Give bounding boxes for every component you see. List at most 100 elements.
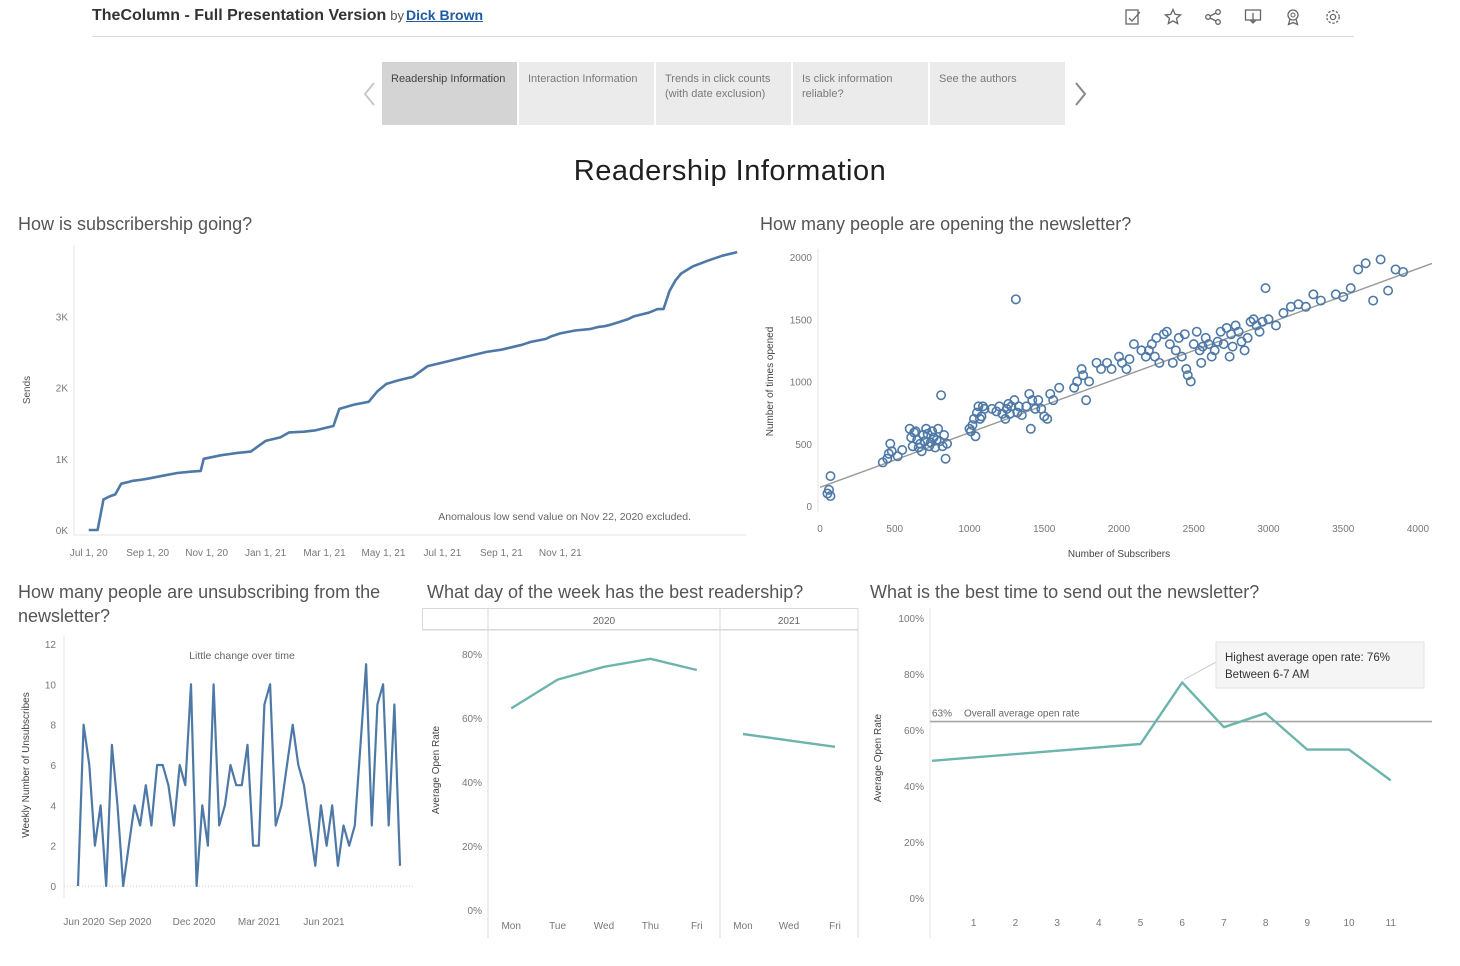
x-tick-label: 2500: [1183, 524, 1206, 535]
scatter-point: [1161, 326, 1172, 337]
settings-icon[interactable]: [1322, 6, 1344, 28]
y-tick-label: 40%: [904, 782, 924, 793]
unsubscribes-series-line: [76, 663, 402, 888]
x-tick-label: Wed: [779, 921, 799, 932]
scatter-point: [1212, 336, 1223, 347]
time-section-title: What is the best time to send out the ne…: [870, 582, 1260, 602]
x-tick-label: Dec 2020: [173, 917, 216, 928]
scatter-point: [916, 446, 927, 457]
scatter-point: [970, 431, 981, 442]
scatter-point: [1154, 357, 1165, 368]
story-point-click-reliable[interactable]: Is click information reliable?: [793, 62, 928, 125]
scatter-point: [1239, 345, 1250, 356]
x-tick-label: 2: [1013, 918, 1019, 929]
y-tick-label: 4: [50, 801, 56, 812]
badge-icon[interactable]: [1282, 6, 1304, 28]
y-tick-label: 500: [795, 440, 812, 451]
scatter-point: [1106, 364, 1117, 375]
x-tick-label: Sep 2020: [109, 917, 152, 928]
scatter-point: [1179, 329, 1190, 340]
scatter-point: [1188, 339, 1199, 350]
y-tick-label: 12: [45, 640, 57, 651]
chart-annotation: Little change over time: [189, 650, 295, 662]
scatter-point: [1263, 314, 1274, 325]
story-point-interaction[interactable]: Interaction Information: [519, 62, 654, 125]
scatter-point: [1048, 395, 1059, 406]
unsubs-section-title: How many people are unsubscribing from t…: [18, 582, 381, 626]
x-tick-label: 1000: [958, 524, 981, 535]
scatter-point: [1081, 395, 1092, 406]
story-points: Readership Information Interaction Infor…: [382, 62, 1065, 125]
scatter-point: [1158, 329, 1169, 340]
author-link[interactable]: Dick Brown: [406, 7, 484, 23]
scatter-point: [1096, 364, 1107, 375]
star-icon[interactable]: [1162, 6, 1184, 28]
story-point-readership[interactable]: Readership Information: [382, 62, 517, 125]
next-story-point-button[interactable]: [1070, 80, 1090, 108]
y-tick-label: 2K: [56, 384, 69, 395]
scatter-point: [936, 390, 947, 401]
panel-label: 2021: [778, 616, 801, 627]
scatter-point: [897, 444, 908, 455]
y-tick-label: 60%: [904, 726, 924, 737]
story-navigator: Readership Information Interaction Infor…: [360, 62, 1090, 126]
story-point-click-trends[interactable]: Trends in click counts (with date exclus…: [656, 62, 791, 125]
x-tick-label: 1500: [1033, 524, 1056, 535]
x-tick-label: Nov 1, 20: [185, 548, 228, 559]
x-tick-label: May 1, 21: [362, 548, 406, 559]
unsubscribes-line-chart[interactable]: 0 2 4 6 8 10 12 Jun 2020 Sep 2020 Dec 2020 Mar 202…: [14, 630, 420, 935]
scatter-point: [1203, 339, 1214, 350]
y-tick-label: 2: [50, 842, 56, 853]
scatter-point: [1170, 345, 1181, 356]
scatter-point: [1042, 413, 1053, 424]
scatter-point: [886, 446, 897, 457]
scatter-point: [940, 453, 951, 464]
edit-icon[interactable]: [1122, 6, 1144, 28]
scatter-point: [1300, 301, 1311, 312]
scatter-point: [1021, 401, 1032, 412]
subscribership-line-chart[interactable]: 0K 1K 2K 3K Jul 1, 20 Sep 1, 20 Nov 1, 20 Jan 1…: [14, 240, 754, 565]
x-tick-label: 2000: [1108, 524, 1131, 535]
scatter-point: [1176, 351, 1187, 362]
previous-story-point-button[interactable]: [360, 80, 380, 108]
x-tick-label: 3000: [1257, 524, 1280, 535]
day-of-week-line-chart[interactable]: 0% 20% 40% 60% 80% Average Open Rate 2020 Mon Tu…: [422, 608, 862, 938]
y-tick-label: 1000: [790, 378, 813, 389]
scatter-point: [825, 471, 836, 482]
y-tick-label: 80%: [462, 650, 482, 661]
scatter-point: [1260, 283, 1271, 294]
x-tick-label: Jan 1, 21: [245, 548, 287, 559]
opens-scatter-chart[interactable]: 0 500 1000 1500 2000 0 500 1000 1500 2000 2500 3000…: [758, 240, 1448, 565]
y-tick-label: 20%: [904, 838, 924, 849]
y-tick-label: 80%: [904, 670, 924, 681]
x-tick-label: Tue: [549, 921, 566, 932]
x-tick-label: Jul 1, 20: [70, 548, 108, 559]
share-icon[interactable]: [1202, 6, 1224, 28]
tooltip-line-1: Highest average open rate: 76%: [1225, 652, 1390, 664]
chevron-right-icon: [1075, 82, 1087, 106]
scatter-point: [1124, 354, 1135, 365]
x-tick-label: Thu: [642, 921, 659, 932]
scatter-point: [979, 403, 990, 414]
x-tick-label: 8: [1263, 918, 1269, 929]
opens-section-title: How many people are opening the newslett…: [760, 214, 1132, 234]
reference-label: Overall average open rate: [964, 709, 1080, 720]
dow-section-title: What day of the week has the best reader…: [427, 582, 804, 602]
by-label: by: [390, 8, 404, 23]
scatter-point: [1345, 283, 1356, 294]
tooltip-line-2: Between 6-7 AM: [1225, 669, 1309, 681]
scatter-point: [933, 423, 944, 434]
scatter-point: [1013, 401, 1024, 412]
x-tick-label: Nov 1, 21: [539, 548, 582, 559]
y-axis-title: Average Open Rate: [431, 725, 442, 814]
scatter-point: [1224, 351, 1235, 362]
download-icon[interactable]: [1242, 6, 1264, 28]
x-tick-label: 6: [1179, 918, 1185, 929]
story-point-authors[interactable]: See the authors: [930, 62, 1065, 125]
send-time-line-chart[interactable]: 0% 20% 40% 60% 80% 100% Average Open Rate 1 2 3 4 5…: [866, 608, 1438, 938]
y-tick-label: 1500: [790, 315, 813, 326]
scatter-point: [1191, 326, 1202, 337]
reference-value-label: 63%: [932, 709, 952, 720]
scatter-point: [1270, 320, 1281, 331]
scatter-point: [1383, 285, 1394, 296]
